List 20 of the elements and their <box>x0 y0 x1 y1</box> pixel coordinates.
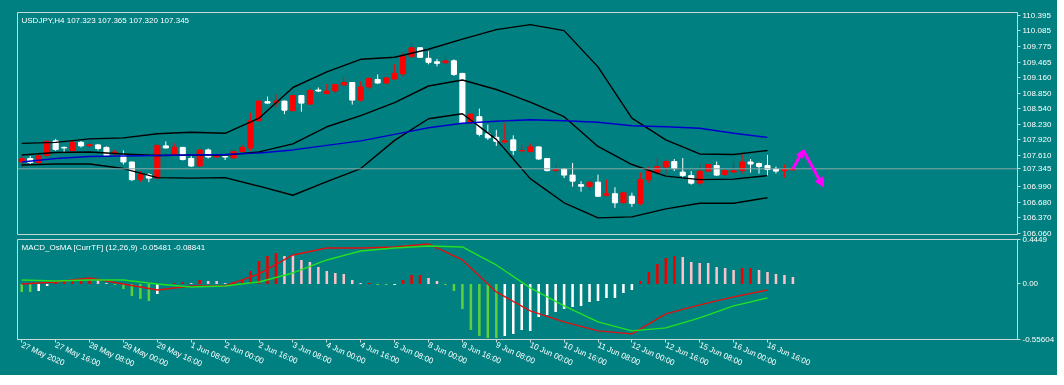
y-tick-label: 110.085 <box>1022 26 1052 36</box>
chart-title: MACD_OsMA [CurrTF] (12,26,9) -0.05481 -0.08841 <box>21 242 206 252</box>
y-tick-label: 0.4449 <box>1022 235 1048 244</box>
y-tick-label: 108.230 <box>1022 119 1052 129</box>
y-tick-label: 109.160 <box>1022 72 1052 82</box>
y-tick-label: 106.370 <box>1022 213 1052 223</box>
y-tick-label: 108.540 <box>1022 104 1052 114</box>
y-tick-label: 108.850 <box>1022 88 1052 98</box>
y-tick-label: 107.920 <box>1022 135 1052 145</box>
y-tick-label: 106.680 <box>1022 197 1052 207</box>
y-tick-label: 109.465 <box>1022 57 1052 67</box>
y-tick-label: 106.990 <box>1022 182 1052 192</box>
chart-title: USDJPY,H4 107.323 107.365 107.320 107.345 <box>21 15 190 25</box>
y-tick-label: -0.55604 <box>1022 335 1055 344</box>
y-tick-label: 110.395 <box>1022 10 1052 20</box>
y-tick-label: 107.610 <box>1022 150 1052 160</box>
y-tick-label: 106.060 <box>1022 228 1052 238</box>
y-tick-label: 109.775 <box>1022 41 1052 51</box>
y-tick-label: 0.00 <box>1022 279 1039 289</box>
ref-line-label: 107.345 <box>1022 164 1052 174</box>
